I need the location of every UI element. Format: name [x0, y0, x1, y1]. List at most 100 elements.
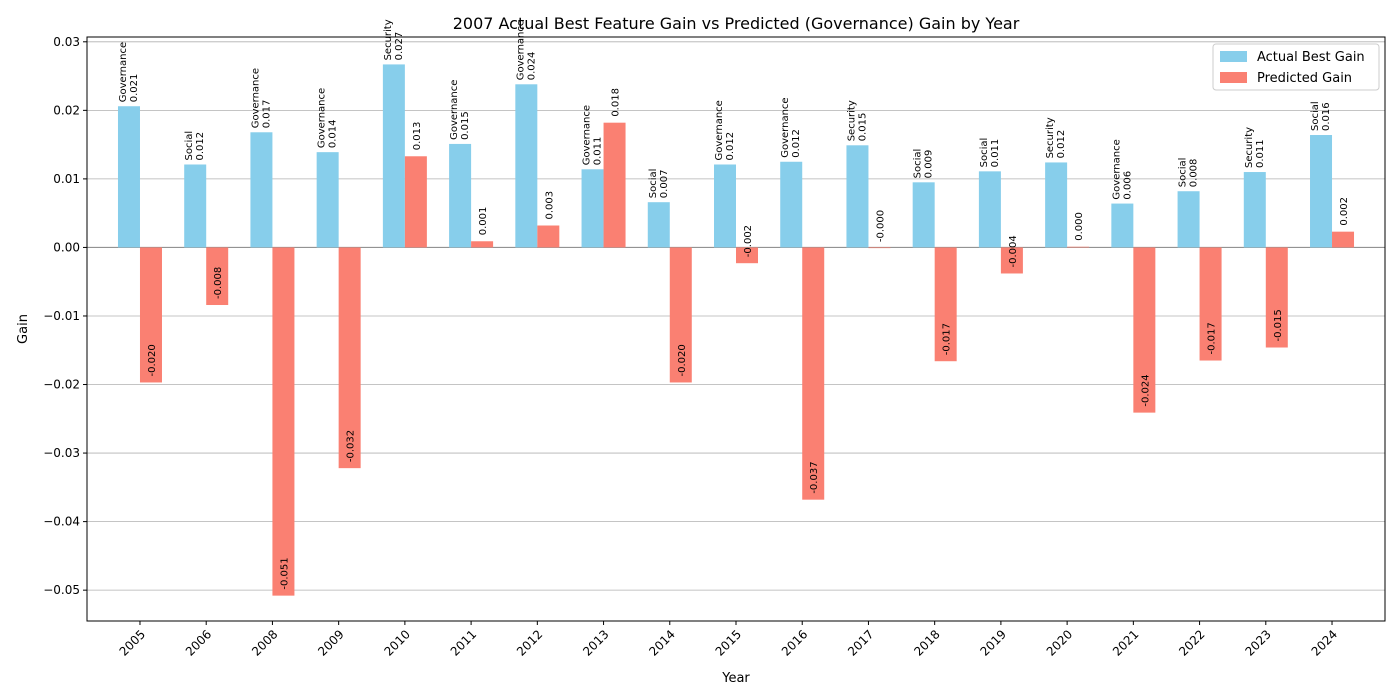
actual-feature-label: Social: [913, 149, 924, 179]
x-tick-label: 2018: [911, 627, 942, 658]
actual-feature-label: Social: [1310, 101, 1321, 131]
y-tick-label: 0.02: [53, 103, 80, 117]
actual-feature-label: Governance: [449, 80, 460, 140]
actual-bar: [382, 64, 405, 248]
predicted-bar: [537, 225, 560, 248]
actual-feature-label: Governance: [250, 68, 261, 128]
predicted-bar: [206, 247, 229, 306]
predicted-bar: [272, 247, 295, 596]
actual-value-label: 0.012: [195, 132, 206, 161]
x-tick-label: 2013: [580, 627, 611, 658]
predicted-value-label: -0.002: [743, 225, 754, 257]
legend-swatch: [1220, 51, 1247, 62]
predicted-bar: [404, 156, 427, 248]
actual-bar: [515, 84, 538, 248]
actual-feature-label: Security: [383, 19, 394, 60]
actual-value-label: 0.011: [990, 139, 1001, 168]
actual-feature-label: Governance: [714, 100, 725, 160]
bars: [117, 64, 1355, 596]
actual-feature-label: Social: [184, 131, 195, 161]
predicted-value-label: -0.000: [875, 210, 886, 242]
actual-feature-label: Governance: [780, 97, 791, 157]
predicted-bar: [1199, 247, 1222, 361]
predicted-value-label: -0.008: [213, 267, 224, 299]
actual-bar: [581, 169, 604, 248]
x-tick-label: 2016: [779, 627, 810, 658]
actual-bar: [449, 143, 472, 248]
y-tick-label: −0.05: [43, 583, 80, 597]
actual-feature-label: Governance: [1111, 139, 1122, 199]
predicted-bar: [934, 247, 957, 362]
x-tick-label: 2010: [381, 627, 412, 658]
actual-value-label: 0.011: [593, 137, 604, 166]
actual-value-label: 0.007: [659, 170, 670, 199]
y-axis: −0.05 −0.04 −0.03 −0.02 −0.01 0.00 0.01 0.02 0.0…: [43, 35, 87, 597]
actual-value-label: 0.014: [328, 120, 339, 149]
x-tick-label: 2015: [713, 627, 744, 658]
y-tick-label: 0.03: [53, 35, 80, 49]
actual-bar: [1243, 172, 1266, 248]
actual-bar: [316, 152, 339, 248]
actual-bar: [250, 132, 273, 248]
actual-bar: [117, 106, 140, 248]
actual-feature-label: Security: [846, 100, 857, 141]
predicted-bar: [868, 247, 891, 249]
predicted-value-label: -0.032: [346, 430, 357, 462]
predicted-bar: [802, 247, 825, 500]
predicted-bar: [1332, 231, 1355, 248]
predicted-value-label: 0.001: [478, 207, 489, 236]
y-tick-label: −0.02: [43, 378, 80, 392]
x-tick-label: 2005: [117, 627, 148, 658]
predicted-value-label: -0.037: [809, 461, 820, 493]
predicted-bar: [338, 247, 361, 469]
predicted-value-label: 0.002: [1339, 197, 1350, 226]
predicted-value-label: 0.018: [611, 88, 622, 117]
actual-bar: [1177, 191, 1200, 248]
predicted-value-label: 0.000: [1074, 212, 1085, 241]
actual-value-label: 0.027: [394, 32, 405, 61]
predicted-bar: [603, 122, 626, 248]
actual-feature-label: Governance: [317, 88, 328, 148]
predicted-value-label: -0.051: [279, 557, 290, 589]
actual-value-label: 0.008: [1189, 159, 1200, 188]
predicted-bar: [1265, 247, 1288, 348]
legend-box: [1212, 43, 1380, 91]
predicted-value-label: -0.015: [1273, 309, 1284, 341]
legend: Actual Best Gain Predicted Gain: [1212, 43, 1380, 91]
predicted-bar: [471, 241, 494, 248]
predicted-value-label: -0.017: [942, 323, 953, 355]
actual-value-label: 0.016: [1321, 102, 1332, 131]
actual-value-label: 0.012: [791, 129, 802, 158]
actual-value-label: 0.011: [1255, 139, 1266, 168]
x-tick-label: 2006: [183, 627, 214, 658]
y-tick-label: 0.01: [53, 172, 80, 186]
predicted-value-label: -0.017: [1207, 322, 1218, 354]
actual-feature-label: Social: [1178, 158, 1189, 188]
actual-bar: [978, 171, 1001, 248]
actual-feature-label: Social: [648, 169, 659, 199]
predicted-bar: [669, 247, 692, 383]
x-tick-label: 2017: [845, 627, 876, 658]
x-tick-label: 2012: [514, 627, 545, 658]
actual-bar: [1045, 162, 1068, 248]
predicted-value-label: -0.004: [1008, 235, 1019, 267]
actual-bar: [1310, 135, 1333, 248]
x-tick-label: 2019: [978, 627, 1009, 658]
actual-value-label: 0.017: [261, 100, 272, 129]
actual-bar: [780, 161, 803, 248]
actual-feature-label: Security: [1244, 127, 1255, 168]
actual-bar: [714, 164, 736, 248]
x-tick-label: 2024: [1309, 627, 1340, 658]
legend-swatch: [1220, 72, 1247, 83]
x-tick-label: 2011: [448, 627, 479, 658]
predicted-bar: [1000, 247, 1023, 274]
y-tick-label: 0.00: [53, 240, 80, 254]
x-tick-label: 2009: [315, 627, 346, 658]
y-tick-label: −0.04: [43, 515, 80, 529]
predicted-value-label: -0.024: [1140, 374, 1151, 406]
actual-feature-label: Governance: [515, 20, 526, 80]
predicted-bar: [1067, 246, 1090, 248]
actual-value-label: 0.024: [526, 52, 537, 81]
predicted-bar: [736, 247, 758, 264]
